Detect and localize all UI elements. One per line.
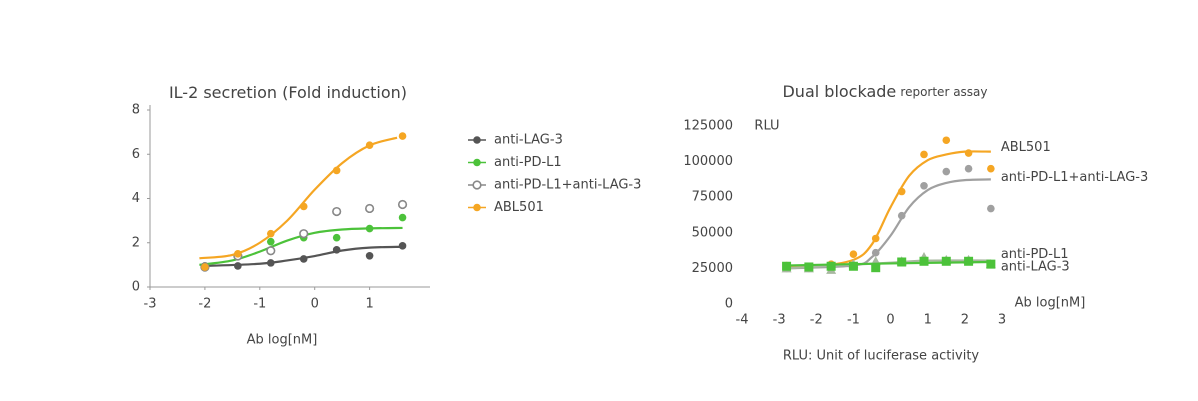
y-tick-label: 125000: [683, 119, 733, 134]
marker: [473, 158, 481, 167]
chart: Dual blockade reporter assay Ab log[nM] RL…: [683, 82, 1148, 364]
footnote: RLU: Unit of luciferase activity: [783, 349, 980, 364]
chart-title: Dual blockade reporter assay: [782, 82, 987, 101]
marker: [299, 229, 309, 239]
marker: [266, 259, 275, 267]
marker: [201, 263, 209, 271]
x-tick-label: 2: [961, 313, 969, 328]
marker: [987, 204, 995, 213]
marker: [398, 213, 407, 222]
y-tick-label: 50000: [692, 225, 733, 240]
marker: [987, 164, 995, 173]
title-main: IL-2 secretion (Fold induction): [169, 83, 407, 102]
x-axis-label: Ab log[nM]: [247, 333, 318, 348]
x-tick-label: -1: [847, 313, 860, 328]
marker: [365, 224, 374, 233]
x-axis-label: Ab log[nM]: [1015, 296, 1086, 311]
marker: [897, 257, 907, 267]
marker: [920, 150, 928, 159]
marker: [782, 261, 792, 271]
fit-curve: [199, 136, 398, 260]
y-tick-label: 8: [132, 103, 140, 118]
y-tick-label: 6: [132, 147, 140, 162]
series-label: anti-LAG-3: [1001, 259, 1070, 274]
x-tick-label: 0: [886, 313, 894, 328]
marker: [234, 262, 242, 270]
marker: [871, 263, 881, 273]
marker: [964, 256, 974, 266]
y-tick-label: 75000: [692, 190, 733, 205]
series-label: ABL501: [1001, 140, 1051, 155]
marker: [234, 250, 242, 258]
marker: [365, 203, 375, 214]
marker: [871, 234, 880, 243]
marker: [897, 187, 906, 196]
y-tick-label: 0: [132, 280, 140, 295]
y-tick-label: 2: [132, 235, 140, 250]
marker: [964, 164, 973, 173]
y-tick-label: 4: [132, 191, 140, 206]
marker: [942, 136, 951, 145]
subtitle: reporter assay: [900, 85, 987, 99]
x-tick-label: 0: [311, 297, 319, 312]
legend-label: anti-PD-L1: [494, 155, 562, 170]
marker: [365, 252, 374, 260]
marker: [920, 182, 928, 190]
marker: [332, 233, 341, 242]
series-label: anti-PD-L1: [1001, 247, 1069, 262]
marker: [473, 203, 481, 212]
y-tick-label: 0: [725, 297, 733, 312]
marker: [849, 250, 858, 258]
x-tick-label: 3: [998, 313, 1006, 328]
marker: [986, 259, 996, 269]
y-axis-label: RLU: [754, 119, 779, 134]
marker: [398, 132, 407, 140]
x-tick-label: -3: [773, 313, 786, 328]
marker: [826, 261, 836, 271]
fit-curve: [782, 178, 991, 270]
x-tick-label: -2: [810, 313, 823, 328]
marker: [941, 256, 951, 266]
fit-curve: [782, 260, 991, 267]
marker: [848, 261, 858, 271]
marker: [897, 211, 906, 220]
marker: [365, 141, 374, 149]
marker: [397, 199, 408, 210]
marker: [266, 229, 275, 238]
x-tick-label: 1: [365, 297, 373, 312]
legend-label: anti-LAG-3: [494, 133, 563, 148]
legend-label: anti-PD-L1+anti-LAG-3: [494, 178, 641, 193]
marker: [871, 248, 880, 257]
x-tick-label: 1: [924, 313, 932, 328]
title-main: Dual blockade: [782, 82, 896, 101]
chart: IL-2 secretion (Fold induction) Ab log[nM…: [132, 83, 642, 348]
marker: [919, 256, 929, 266]
marker: [266, 237, 275, 246]
marker: [332, 206, 342, 217]
x-tick-label: -1: [253, 297, 266, 312]
series-label: anti-PD-L1+anti-LAG-3: [1001, 170, 1148, 185]
fit-curve: [782, 150, 991, 269]
chart-title: IL-2 secretion (Fold induction): [169, 83, 407, 102]
y-tick-label: 100000: [683, 154, 733, 169]
fit-curve: [782, 259, 991, 270]
marker: [398, 242, 407, 250]
marker: [266, 246, 276, 256]
marker: [332, 246, 341, 254]
marker: [804, 262, 814, 272]
y-tick-label: 25000: [692, 261, 733, 276]
marker: [473, 136, 481, 144]
x-tick-label: -4: [736, 313, 749, 328]
marker: [299, 255, 308, 263]
marker: [472, 180, 482, 190]
fit-curve: [204, 245, 403, 268]
x-tick-label: -3: [144, 297, 157, 312]
x-tick-label: -2: [198, 297, 211, 312]
marker: [299, 202, 308, 211]
legend-label: ABL501: [494, 200, 544, 215]
marker: [942, 167, 951, 176]
marker: [332, 166, 341, 175]
marker: [964, 149, 973, 157]
